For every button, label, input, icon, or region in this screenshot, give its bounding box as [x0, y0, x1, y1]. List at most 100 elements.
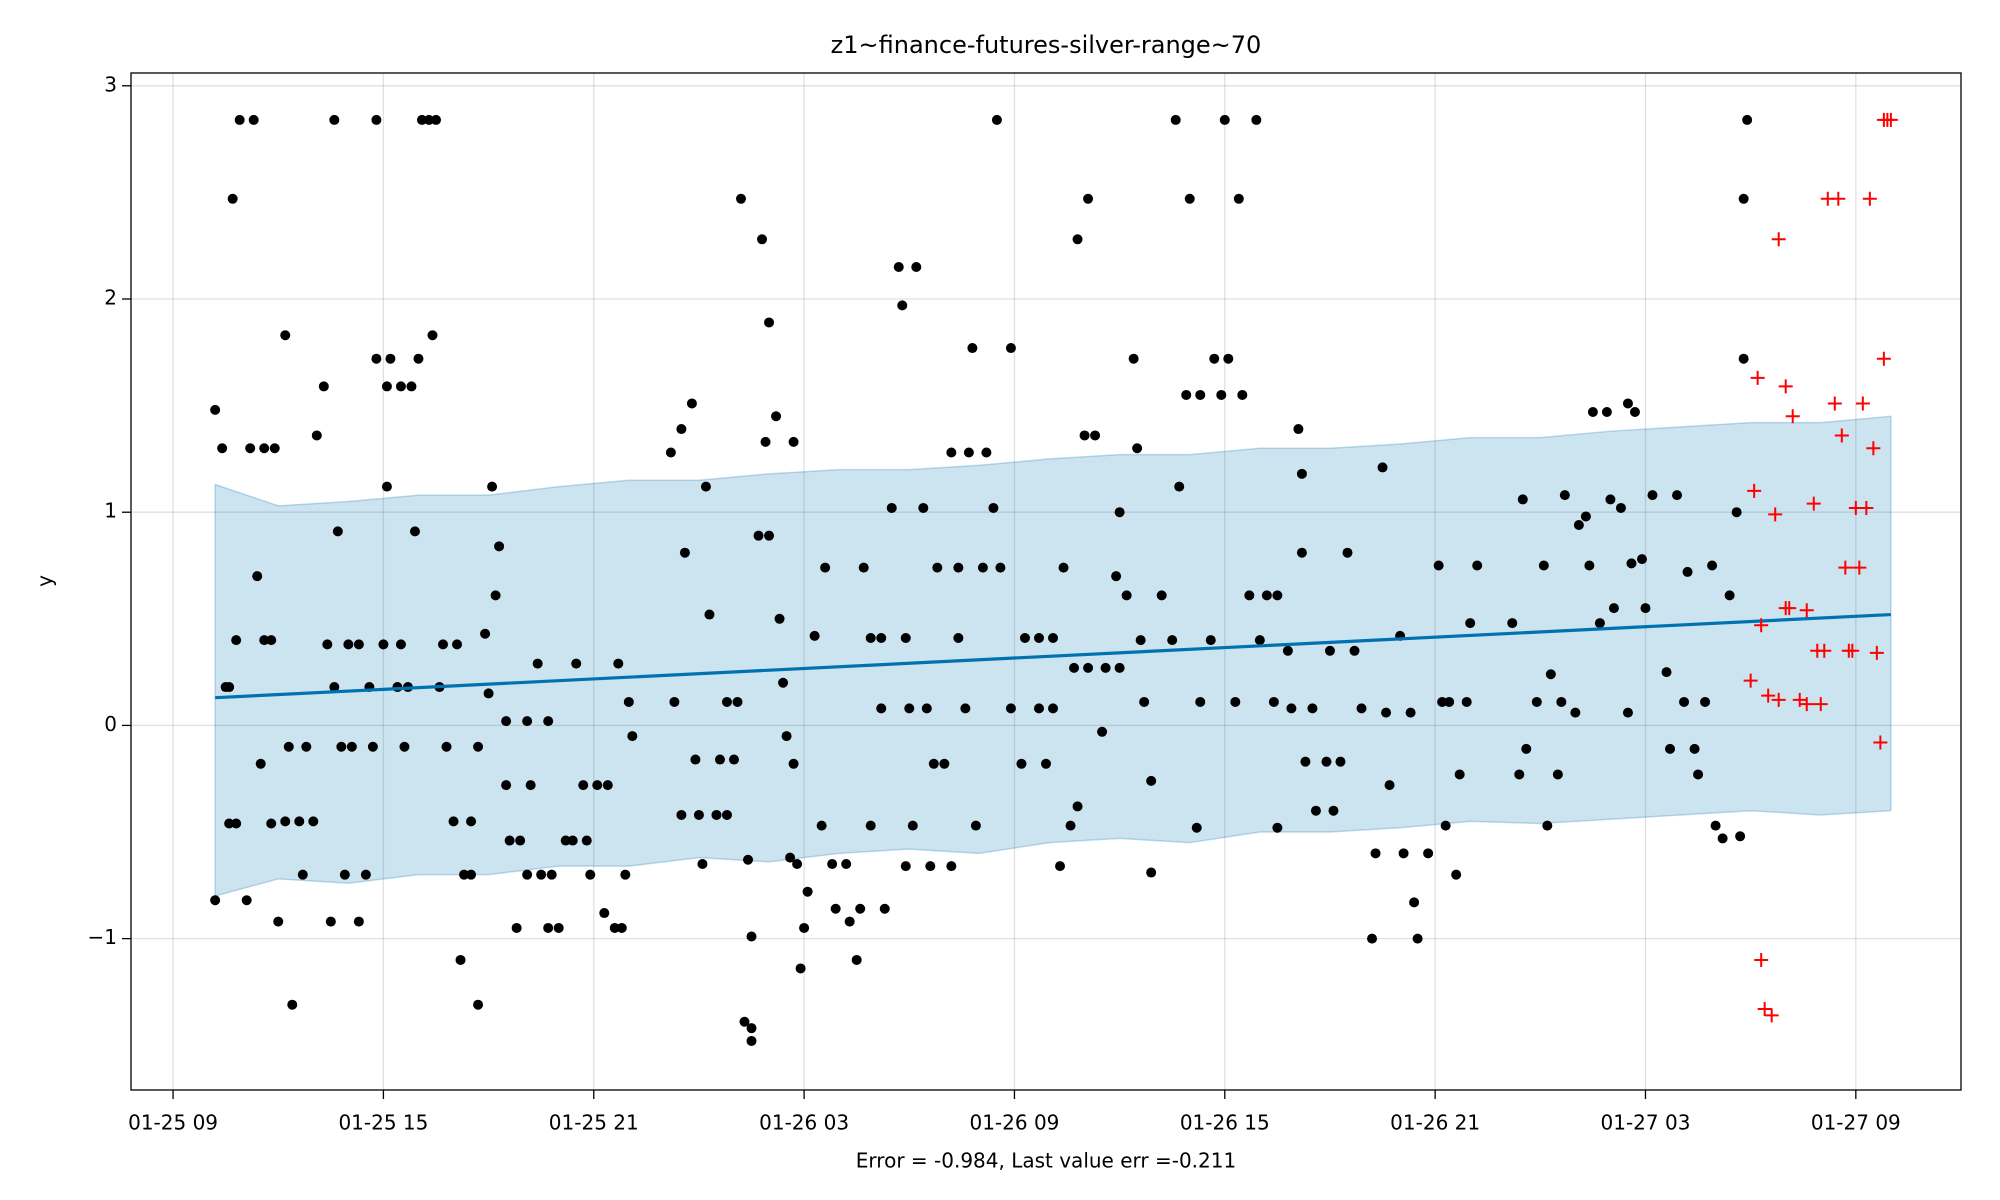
point: [907, 820, 918, 831]
point: [329, 682, 340, 693]
point: [953, 562, 964, 573]
point: [963, 447, 974, 458]
point: [413, 353, 424, 364]
point: [665, 447, 676, 458]
point: [259, 635, 270, 646]
point: [329, 114, 340, 125]
point: [1573, 520, 1584, 530]
point: [525, 780, 536, 791]
point: [494, 541, 505, 552]
point: [1412, 933, 1423, 944]
point: [381, 381, 392, 392]
point: [1293, 424, 1304, 435]
point: [1531, 696, 1542, 707]
point: [981, 447, 992, 458]
point: [353, 916, 364, 927]
point: [308, 816, 319, 827]
point: [1665, 743, 1676, 754]
point: [714, 754, 725, 765]
point: [897, 300, 908, 311]
point: [1146, 867, 1157, 878]
point: [1838, 560, 1853, 575]
point: [792, 859, 803, 869]
point: [827, 859, 838, 869]
x-tick-label: 01-26 15: [1180, 1111, 1270, 1135]
point: [578, 780, 589, 791]
point: [1083, 193, 1094, 204]
point: [1055, 861, 1066, 872]
point: [1307, 703, 1318, 714]
point: [266, 635, 277, 646]
point: [1785, 409, 1800, 424]
point: [371, 353, 382, 364]
point: [1272, 822, 1283, 833]
point: [1356, 703, 1367, 714]
point: [1223, 353, 1234, 364]
point: [602, 780, 613, 791]
point: [1324, 645, 1335, 656]
point: [1286, 703, 1297, 714]
point: [609, 922, 620, 933]
point: [536, 869, 547, 880]
x-tick-label: 01-25 09: [128, 1111, 218, 1135]
point: [865, 633, 876, 643]
y-tick-label: 2: [104, 286, 117, 310]
point: [620, 869, 631, 880]
point: [700, 481, 711, 492]
point: [616, 922, 627, 933]
point: [1672, 490, 1683, 501]
point: [1743, 673, 1758, 688]
point: [1437, 696, 1448, 707]
point: [1594, 618, 1605, 629]
point: [1615, 502, 1626, 513]
x-tick-label: 01-26 03: [759, 1111, 849, 1135]
point: [234, 114, 245, 125]
point: [1100, 662, 1111, 673]
point: [1700, 696, 1711, 707]
point: [1852, 560, 1867, 575]
point: [1707, 560, 1718, 571]
point: [1559, 490, 1570, 501]
point: [515, 835, 526, 846]
point: [1451, 869, 1462, 880]
point: [336, 741, 347, 752]
point: [623, 696, 634, 707]
point: [1754, 952, 1769, 967]
x-tick-label: 01-27 03: [1601, 1111, 1691, 1135]
point: [269, 443, 280, 454]
point: [721, 696, 732, 707]
plot-frame: [130, 72, 1962, 1091]
point: [704, 609, 715, 620]
point: [911, 262, 922, 273]
point: [378, 639, 389, 650]
point: [1195, 389, 1206, 400]
point: [1608, 603, 1619, 614]
point: [1869, 645, 1884, 660]
point: [879, 903, 890, 914]
point: [865, 820, 876, 831]
point: [1111, 571, 1122, 582]
point: [343, 639, 354, 650]
point: [788, 758, 799, 769]
point: [592, 780, 603, 791]
point: [1261, 590, 1272, 601]
point: [802, 886, 813, 897]
x-axis-label: Error = -0.984, Last value err =-0.211: [856, 1149, 1236, 1173]
point: [1090, 430, 1101, 441]
point: [613, 658, 624, 669]
x-tick-label: 01-25 15: [338, 1111, 428, 1135]
point: [466, 869, 477, 880]
point: [1244, 590, 1255, 601]
point: [1521, 743, 1532, 754]
point: [1069, 662, 1080, 673]
point: [1507, 618, 1518, 629]
point: [816, 820, 827, 831]
point: [455, 954, 466, 965]
point: [967, 343, 978, 354]
point: [757, 234, 768, 245]
point: [1636, 554, 1647, 565]
point: [1230, 696, 1241, 707]
point: [743, 854, 754, 865]
point: [1048, 633, 1059, 643]
point: [1135, 635, 1146, 646]
